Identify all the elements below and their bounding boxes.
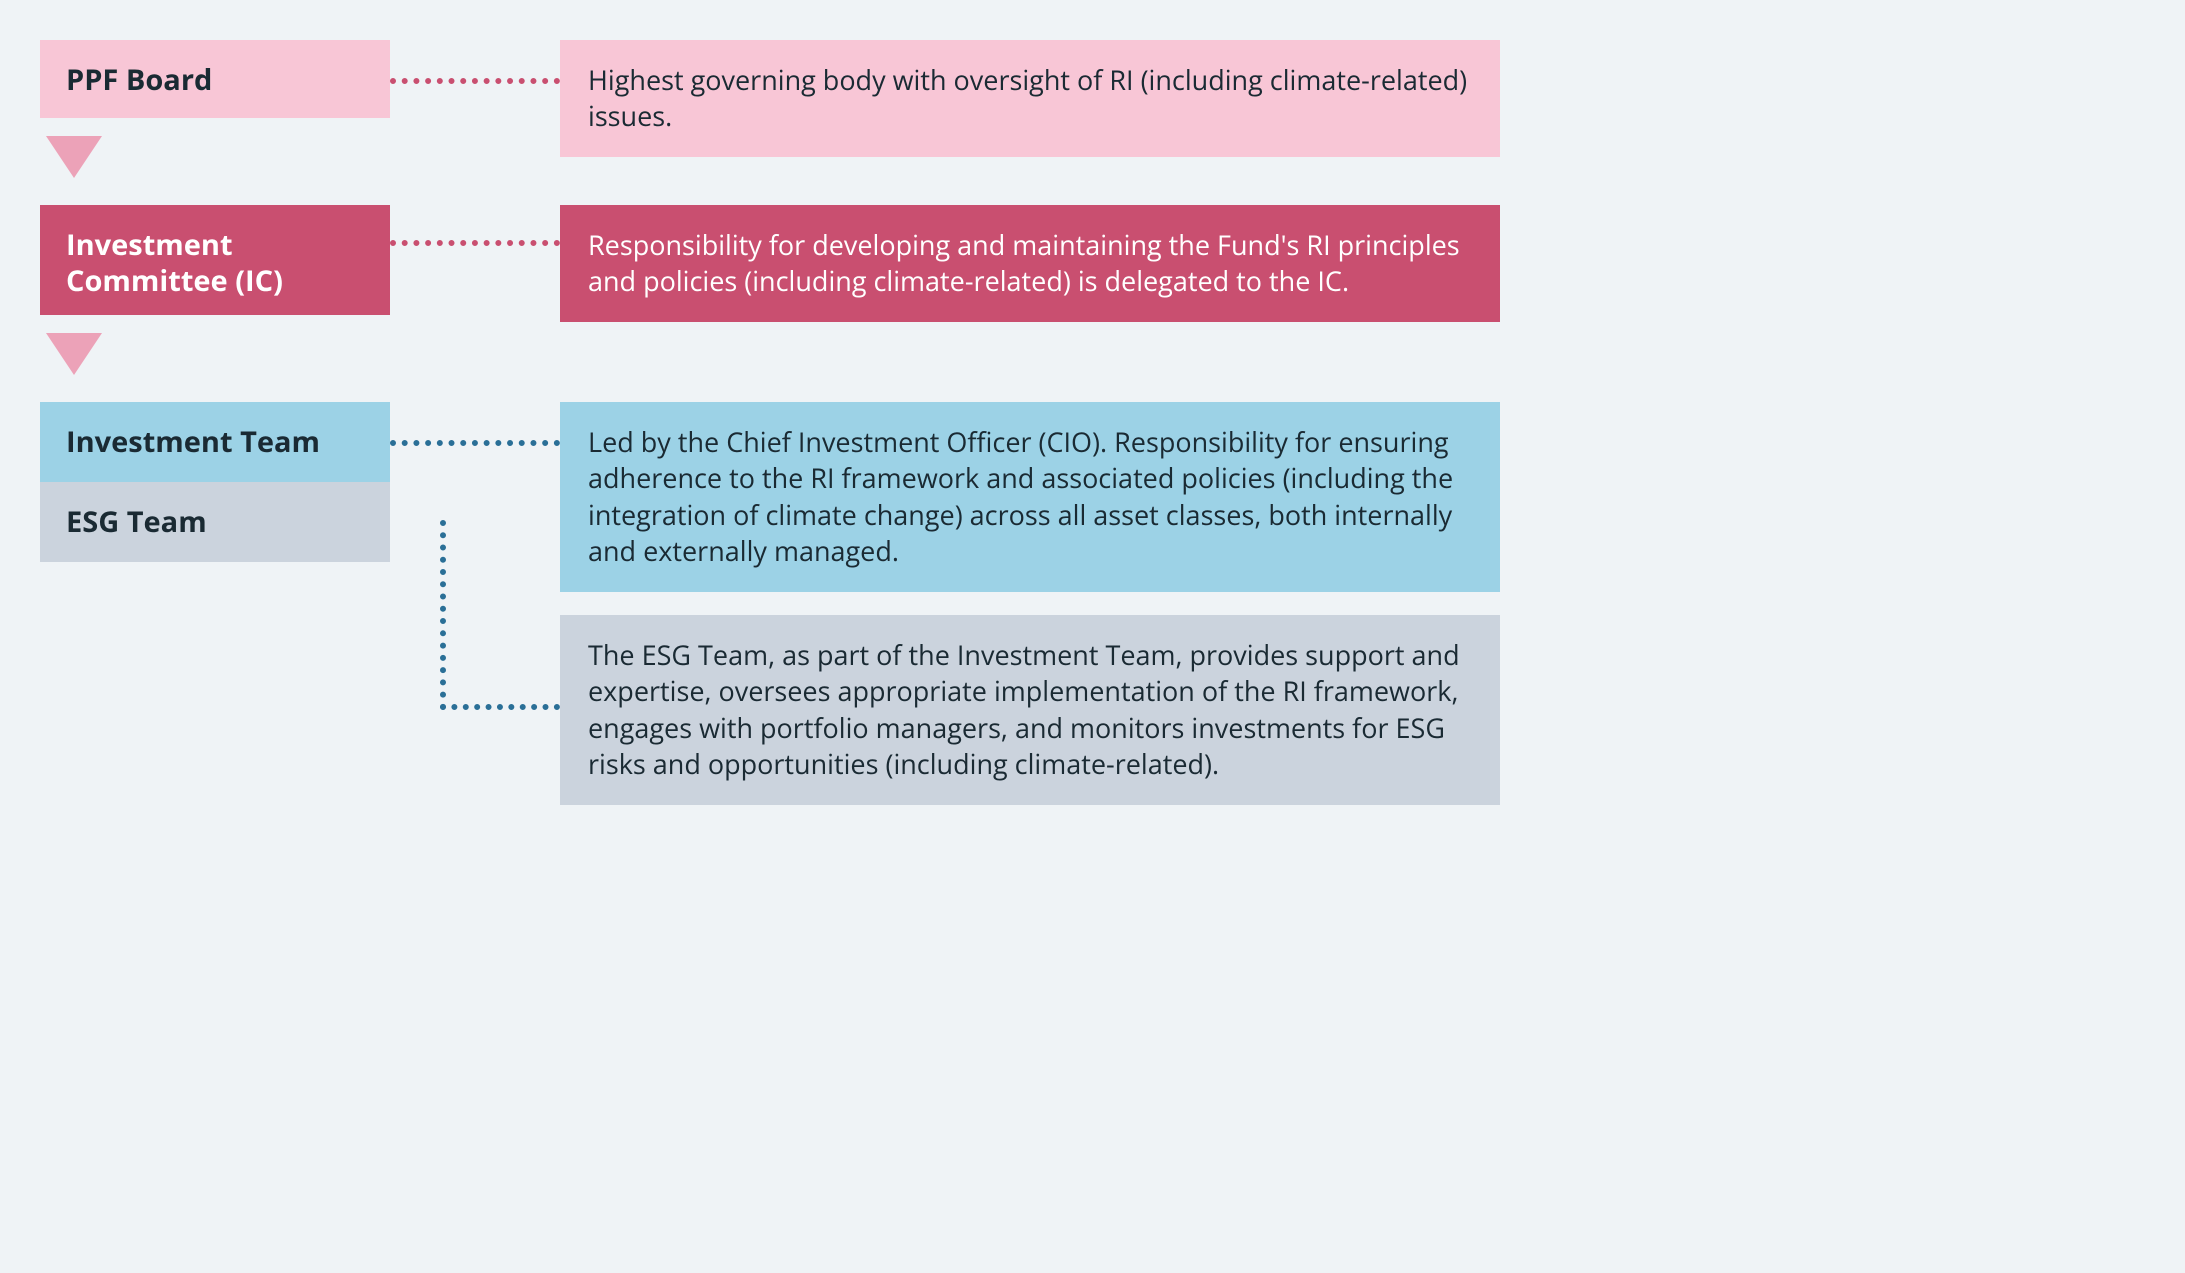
board-label-box: PPF Board: [40, 40, 390, 118]
ic-desc-box: Responsibility for developing and mainta…: [560, 205, 1500, 322]
esg-label: ESG Team: [66, 502, 207, 541]
governance-diagram: PPF Board Highest governing body with ov…: [40, 40, 1500, 1040]
board-desc: Highest governing body with oversight of…: [588, 61, 1467, 134]
invteam-connector: [390, 440, 560, 446]
arrow-board-to-ic: [46, 136, 102, 178]
invteam-desc-box: Led by the Chief Investment Officer (CIO…: [560, 402, 1500, 592]
esg-connector: [440, 520, 560, 710]
invteam-desc: Led by the Chief Investment Officer (CIO…: [588, 423, 1453, 569]
board-label: PPF Board: [66, 60, 212, 99]
invteam-label-box: Investment Team: [40, 402, 390, 482]
invteam-label: Investment Team: [66, 422, 320, 461]
esg-desc: The ESG Team, as part of the Investment …: [588, 636, 1460, 782]
esg-label-box: ESG Team: [40, 482, 390, 562]
board-desc-box: Highest governing body with oversight of…: [560, 40, 1500, 157]
arrow-ic-to-invteam: [46, 333, 102, 375]
ic-label: Investment Committee (IC): [66, 225, 283, 300]
ic-desc: Responsibility for developing and mainta…: [588, 226, 1460, 299]
ic-connector: [390, 240, 560, 246]
ic-label-box: Investment Committee (IC): [40, 205, 390, 315]
board-connector: [390, 78, 560, 84]
esg-desc-box: The ESG Team, as part of the Investment …: [560, 615, 1500, 805]
